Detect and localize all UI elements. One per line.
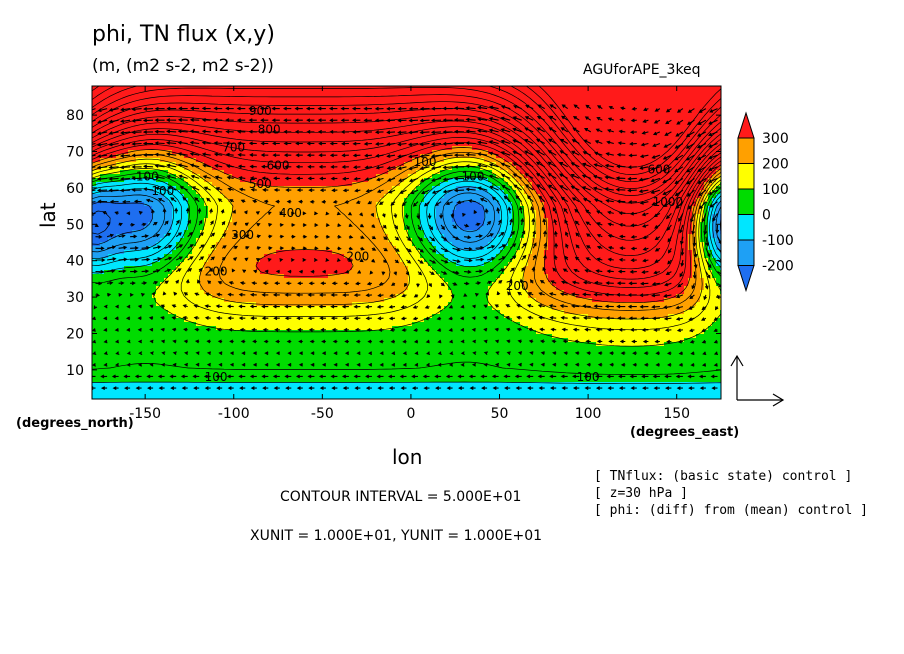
colorbar-segment [737,214,755,241]
colorbar-top-triangle [737,111,755,139]
x-axis-unit: (degrees_east) [630,425,740,440]
contour-label-13: 100 [414,155,437,169]
contour-label-4: 500 [249,177,272,191]
colorbar-label: -200 [762,259,794,275]
contour-label-0: 900 [249,104,272,118]
y-tick-label: 40 [66,254,84,270]
colorbar-segment [737,239,755,266]
x-tick-label: 150 [663,406,690,422]
colorbar-label: 100 [762,182,789,198]
x-tick-label: 50 [491,406,509,422]
contour-fill [92,86,721,399]
vector-units: XUNIT = 1.000E+01, YUNIT = 1.000E+01 [250,528,543,544]
contour-label-10: 100 [577,370,600,384]
contour-label-3: 600 [267,159,290,173]
y-tick-label: 30 [66,290,84,306]
y-tick-label: 80 [66,108,84,124]
dataset-label: AGUforAPE_3keq [583,62,701,78]
y-axis-unit: (degrees_north) [16,416,134,431]
colorbar-bottom-triangle [737,265,755,293]
colorbar-label: 300 [762,131,789,147]
contour-label-1: 800 [258,122,281,136]
x-tick-label: 0 [406,406,415,422]
colorbar: 300 200 100 0 -100 -200 [737,111,794,293]
y-tick-label: 50 [66,217,84,233]
x-axis-label: lon [392,445,423,469]
contour-label-11: 200 [506,279,529,293]
x-tick-label: -50 [311,406,334,422]
note-line: [ z=30 hPa ] [594,486,688,501]
y-tick-label: 20 [66,326,84,342]
chart-title: phi, TN flux (x,y) [92,22,275,47]
chart-units: (m, (m2 s-2, m2 s-2)) [92,56,274,76]
colorbar-segment [737,137,755,164]
contour-label-2: 700 [222,141,245,155]
contour-label-8: 200 [346,250,369,264]
contour-label-7: 200 [205,264,228,278]
colorbar-label: 0 [762,208,771,224]
x-axis: -150 -100 -50 0 50 100 150 [129,86,690,422]
note-line: [ TNflux: (basic state) control ] [594,469,853,484]
contour-label-15: -100 [132,170,159,184]
contour-interval: CONTOUR INTERVAL = 5.000E+01 [280,489,522,505]
x-tick-label: -150 [129,406,161,422]
plot-frame [91,85,722,400]
y-tick-label: 70 [66,145,84,161]
contour-label-9: 100 [205,370,228,384]
contour-label-layer: 900 800 700 600 500 400 300 200 200 100 100 200 100 1… [132,104,684,384]
y-axis: 10 20 30 40 50 60 70 80 [66,108,721,379]
x-tick-label: 100 [575,406,602,422]
contour-label-12: 100 [151,184,174,198]
metadata-notes: [ TNflux: (basic state) control ] [ z=30… [594,468,868,519]
y-tick-label: 60 [66,181,84,197]
contour-label-16: 1000 [653,195,684,209]
contour-label-14: 100 [461,170,484,184]
contour-label-6: 300 [231,228,254,242]
note-line: [ phi: (diff) from (mean) control ] [594,503,868,518]
y-axis-label: lat [36,202,60,228]
contour-label-17: 600 [648,162,671,176]
contour-label-5: 400 [279,206,302,220]
x-tick-label: -100 [218,406,250,422]
flux-vectors [92,104,721,390]
colorbar-label: 200 [762,157,789,173]
colorbar-label: -100 [762,233,794,249]
colorbar-segment [737,163,755,190]
y-tick-label: 10 [66,363,84,379]
reference-vector [730,354,785,407]
colorbar-segment [737,188,755,215]
